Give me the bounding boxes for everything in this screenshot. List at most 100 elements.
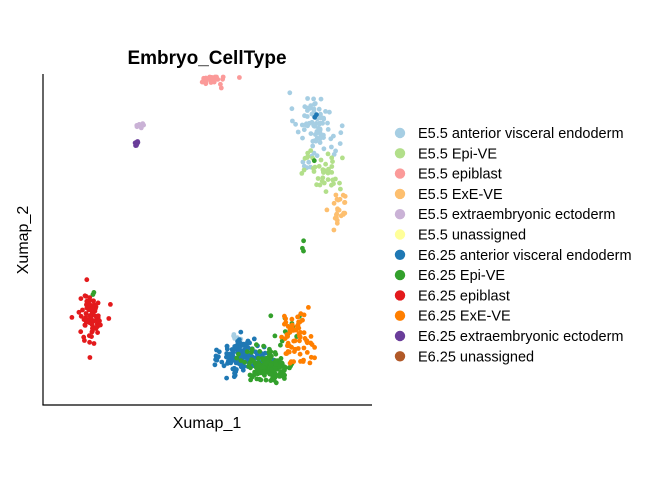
data-point	[308, 334, 314, 339]
data-point	[234, 355, 240, 361]
data-point	[236, 347, 242, 353]
data-point	[292, 349, 297, 354]
data-point	[329, 155, 335, 161]
scatter-points	[69, 74, 348, 386]
series-7	[90, 158, 317, 386]
data-point	[215, 77, 221, 82]
data-point	[299, 122, 305, 128]
data-point	[317, 182, 323, 188]
data-point	[323, 109, 328, 114]
data-point	[218, 85, 224, 91]
data-point	[299, 171, 305, 176]
data-point	[257, 349, 263, 354]
data-point	[338, 130, 344, 136]
data-point	[317, 140, 323, 146]
data-point	[89, 334, 94, 339]
data-point	[256, 363, 262, 369]
data-point	[238, 329, 244, 335]
data-point	[342, 193, 348, 199]
data-point	[204, 78, 209, 84]
data-point	[91, 298, 96, 304]
data-point	[214, 347, 219, 353]
data-point	[271, 372, 276, 378]
legend-label: E6.25 unassigned	[418, 349, 534, 365]
data-point	[90, 303, 96, 308]
data-point	[291, 338, 297, 344]
data-point	[283, 351, 289, 356]
data-point	[330, 159, 335, 165]
data-point	[83, 294, 89, 299]
data-point	[267, 371, 273, 377]
legend-label: E6.25 epiblast	[418, 288, 510, 304]
data-point	[273, 358, 278, 363]
data-point	[251, 372, 257, 378]
data-point	[269, 367, 274, 372]
data-point	[83, 311, 89, 316]
data-point	[327, 109, 332, 115]
data-point	[301, 330, 307, 336]
data-point	[268, 362, 274, 368]
legend-key	[394, 330, 406, 342]
data-point	[273, 362, 279, 367]
data-point	[305, 96, 310, 101]
data-point	[333, 176, 338, 182]
data-point	[78, 329, 84, 335]
legend-label: E5.5 extraembryonic ectoderm	[418, 207, 615, 223]
data-point	[254, 342, 259, 348]
data-point	[83, 315, 88, 321]
data-point	[325, 177, 331, 183]
data-point	[305, 154, 311, 160]
data-point	[212, 362, 218, 368]
data-point	[220, 76, 226, 82]
data-point	[295, 346, 301, 351]
data-point	[314, 112, 319, 118]
data-point	[91, 290, 97, 295]
data-point	[231, 332, 237, 337]
data-point	[298, 330, 303, 335]
data-point	[321, 115, 326, 121]
data-point	[304, 338, 310, 344]
series-8	[69, 277, 113, 360]
data-point	[321, 180, 327, 186]
data-point	[333, 192, 339, 198]
data-point	[301, 167, 307, 173]
data-point	[326, 169, 331, 175]
data-point	[230, 366, 236, 372]
data-point	[262, 350, 268, 356]
data-point	[241, 364, 247, 369]
data-point	[76, 309, 82, 315]
data-point	[289, 106, 295, 112]
data-point	[251, 358, 256, 364]
legend-key	[394, 290, 406, 301]
data-point	[287, 327, 293, 333]
legend-label: E6.25 Epi-VE	[418, 268, 505, 284]
data-point	[221, 363, 227, 369]
data-point	[242, 359, 248, 365]
data-point	[249, 346, 255, 352]
data-point	[340, 155, 345, 161]
data-point	[233, 343, 239, 349]
data-point	[279, 373, 285, 379]
data-point	[295, 129, 301, 135]
data-point	[87, 339, 92, 345]
data-point	[318, 111, 323, 117]
data-point	[342, 200, 348, 205]
series-10	[132, 139, 141, 149]
data-point	[307, 120, 312, 126]
legend-key	[394, 351, 406, 362]
data-point	[278, 356, 284, 361]
data-point	[295, 314, 300, 320]
data-point	[316, 163, 322, 169]
data-point	[308, 354, 314, 360]
data-point	[237, 75, 242, 80]
data-point	[229, 353, 235, 359]
data-point	[334, 218, 340, 223]
data-point	[302, 113, 307, 119]
data-point	[308, 148, 314, 154]
chart-title: Embryo_CellType	[127, 48, 286, 69]
y-axis-label: Xumap_2	[15, 206, 32, 275]
data-point	[335, 207, 341, 213]
data-point	[329, 182, 334, 188]
series-2	[199, 74, 242, 91]
legend: E5.5 anterior visceral endoderm E5.5 Epi-…	[394, 126, 632, 365]
